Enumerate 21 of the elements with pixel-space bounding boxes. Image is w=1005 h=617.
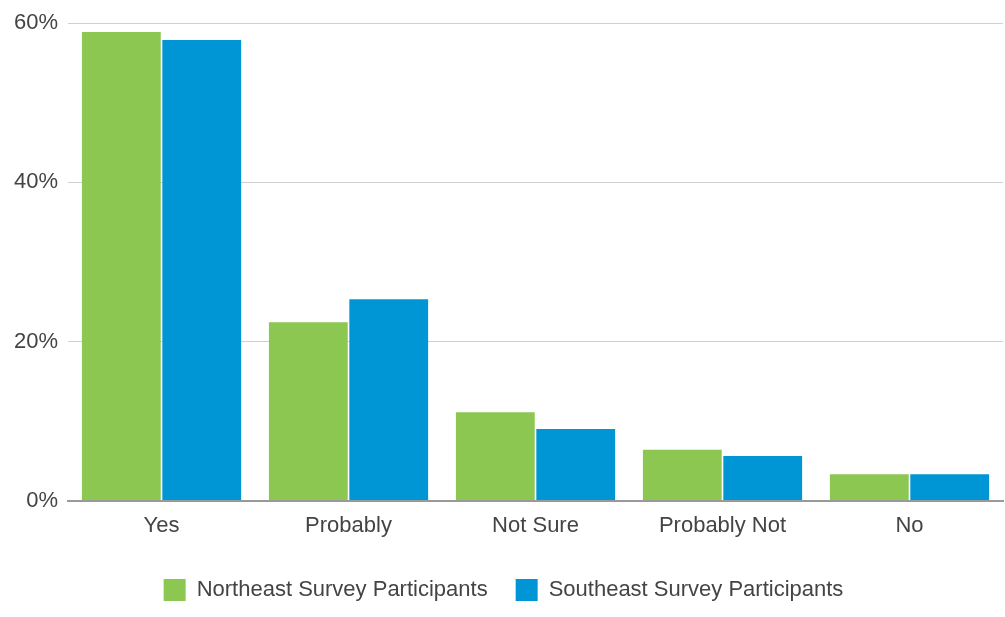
- y-tick-label: 40%: [13, 168, 59, 194]
- bar: [268, 322, 348, 501]
- y-tick-label: 60%: [13, 9, 59, 35]
- bar: [162, 39, 242, 501]
- y-tick-label: 20%: [13, 327, 59, 353]
- x-tick-label: No: [895, 511, 924, 537]
- x-tick-label: Not Sure: [492, 511, 579, 537]
- x-tick-label: Yes: [143, 511, 180, 537]
- bar: [81, 31, 161, 501]
- x-tick-label: Probably: [305, 511, 392, 537]
- legend-label: Northeast Survey Participants: [196, 576, 488, 602]
- bar: [829, 474, 909, 501]
- x-tick-label: Probably Not: [658, 511, 787, 537]
- bar: [536, 428, 616, 501]
- bar: [723, 456, 803, 501]
- bar: [642, 449, 722, 501]
- bar: [349, 299, 429, 501]
- bar: [455, 412, 535, 501]
- bar: [910, 474, 990, 501]
- y-tick-label: 0%: [26, 486, 59, 512]
- legend-label: Southeast Survey Participants: [548, 576, 844, 602]
